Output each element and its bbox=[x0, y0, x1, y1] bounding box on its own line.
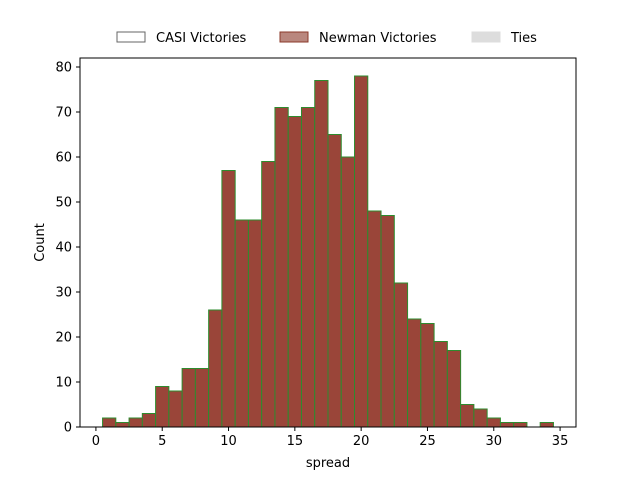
y-tick-label: 20 bbox=[55, 331, 72, 346]
x-tick-label: 35 bbox=[552, 434, 569, 449]
y-tick-label: 50 bbox=[55, 196, 72, 211]
histogram-bar-1 bbox=[115, 422, 130, 428]
histogram-bar-24 bbox=[420, 323, 435, 428]
histogram-bar-15 bbox=[300, 107, 316, 428]
legend-label-2: Ties bbox=[510, 31, 537, 46]
y-tick-label: 70 bbox=[55, 106, 72, 121]
histogram-bar-3 bbox=[141, 413, 157, 428]
x-axis: 0 5 10 15 20 25 30 35 bbox=[92, 427, 569, 449]
bars bbox=[102, 75, 554, 428]
x-tick-label: 25 bbox=[419, 434, 436, 449]
legend-label-1: Newman Victories bbox=[319, 31, 437, 46]
histogram-bar-18 bbox=[340, 156, 356, 428]
legend: CASI Victories Newman Victories Ties bbox=[116, 31, 537, 46]
histogram-bar-26 bbox=[446, 350, 462, 428]
y-tick-label: 60 bbox=[55, 151, 72, 166]
histogram-bar-9 bbox=[221, 170, 236, 428]
y-tick-label: 0 bbox=[64, 421, 72, 436]
histogram-bar-28 bbox=[473, 408, 488, 428]
x-tick-label: 0 bbox=[92, 434, 100, 449]
histogram-bar-7 bbox=[194, 368, 210, 428]
histogram-bar-4 bbox=[155, 386, 170, 428]
legend-swatch-0 bbox=[116, 31, 146, 43]
histogram-bar-11 bbox=[247, 219, 263, 428]
x-tick-label: 30 bbox=[486, 434, 503, 449]
histogram-bar-6 bbox=[181, 368, 196, 428]
histogram-bar-27 bbox=[460, 404, 475, 428]
histogram-bar-13 bbox=[274, 107, 289, 428]
histogram-bar-33 bbox=[539, 422, 554, 428]
y-tick-label: 30 bbox=[55, 286, 72, 301]
x-tick-label: 10 bbox=[220, 434, 237, 449]
histogram-bar-19 bbox=[354, 75, 369, 428]
histogram-bar-22 bbox=[393, 282, 409, 428]
x-axis-label: spread bbox=[306, 456, 350, 471]
histogram-bar-2 bbox=[128, 417, 143, 428]
plot-frame bbox=[79, 57, 577, 428]
histogram-bar-14 bbox=[287, 116, 302, 428]
histogram-bar-12 bbox=[261, 161, 276, 428]
x-tick-label: 20 bbox=[353, 434, 370, 449]
histogram-bar-10 bbox=[234, 219, 249, 428]
histogram-bar-25 bbox=[433, 341, 448, 428]
histogram-bar-20 bbox=[367, 210, 382, 428]
histogram-bar-23 bbox=[407, 318, 422, 428]
histogram-bar-8 bbox=[208, 309, 223, 428]
histogram-bar-16 bbox=[314, 80, 329, 428]
x-tick-label: 5 bbox=[158, 434, 166, 449]
y-axis-label: Count bbox=[33, 223, 48, 262]
y-tick-label: 40 bbox=[55, 241, 72, 256]
histogram-bar-17 bbox=[327, 134, 342, 428]
histogram-bar-5 bbox=[168, 390, 183, 428]
histogram-bar-0 bbox=[102, 417, 117, 428]
y-tick-label: 80 bbox=[55, 61, 72, 76]
legend-swatch-2 bbox=[471, 31, 501, 43]
histogram-bar-31 bbox=[513, 422, 528, 428]
y-axis: 0 10 20 30 40 50 60 70 80 bbox=[55, 61, 80, 436]
histogram-bar-30 bbox=[499, 422, 515, 428]
histogram-bar-29 bbox=[486, 417, 501, 428]
y-tick-label: 10 bbox=[55, 376, 72, 391]
histogram-bar-21 bbox=[380, 215, 395, 428]
x-tick-label: 15 bbox=[287, 434, 304, 449]
legend-label-0: CASI Victories bbox=[156, 31, 247, 46]
legend-swatch-1 bbox=[279, 31, 309, 43]
